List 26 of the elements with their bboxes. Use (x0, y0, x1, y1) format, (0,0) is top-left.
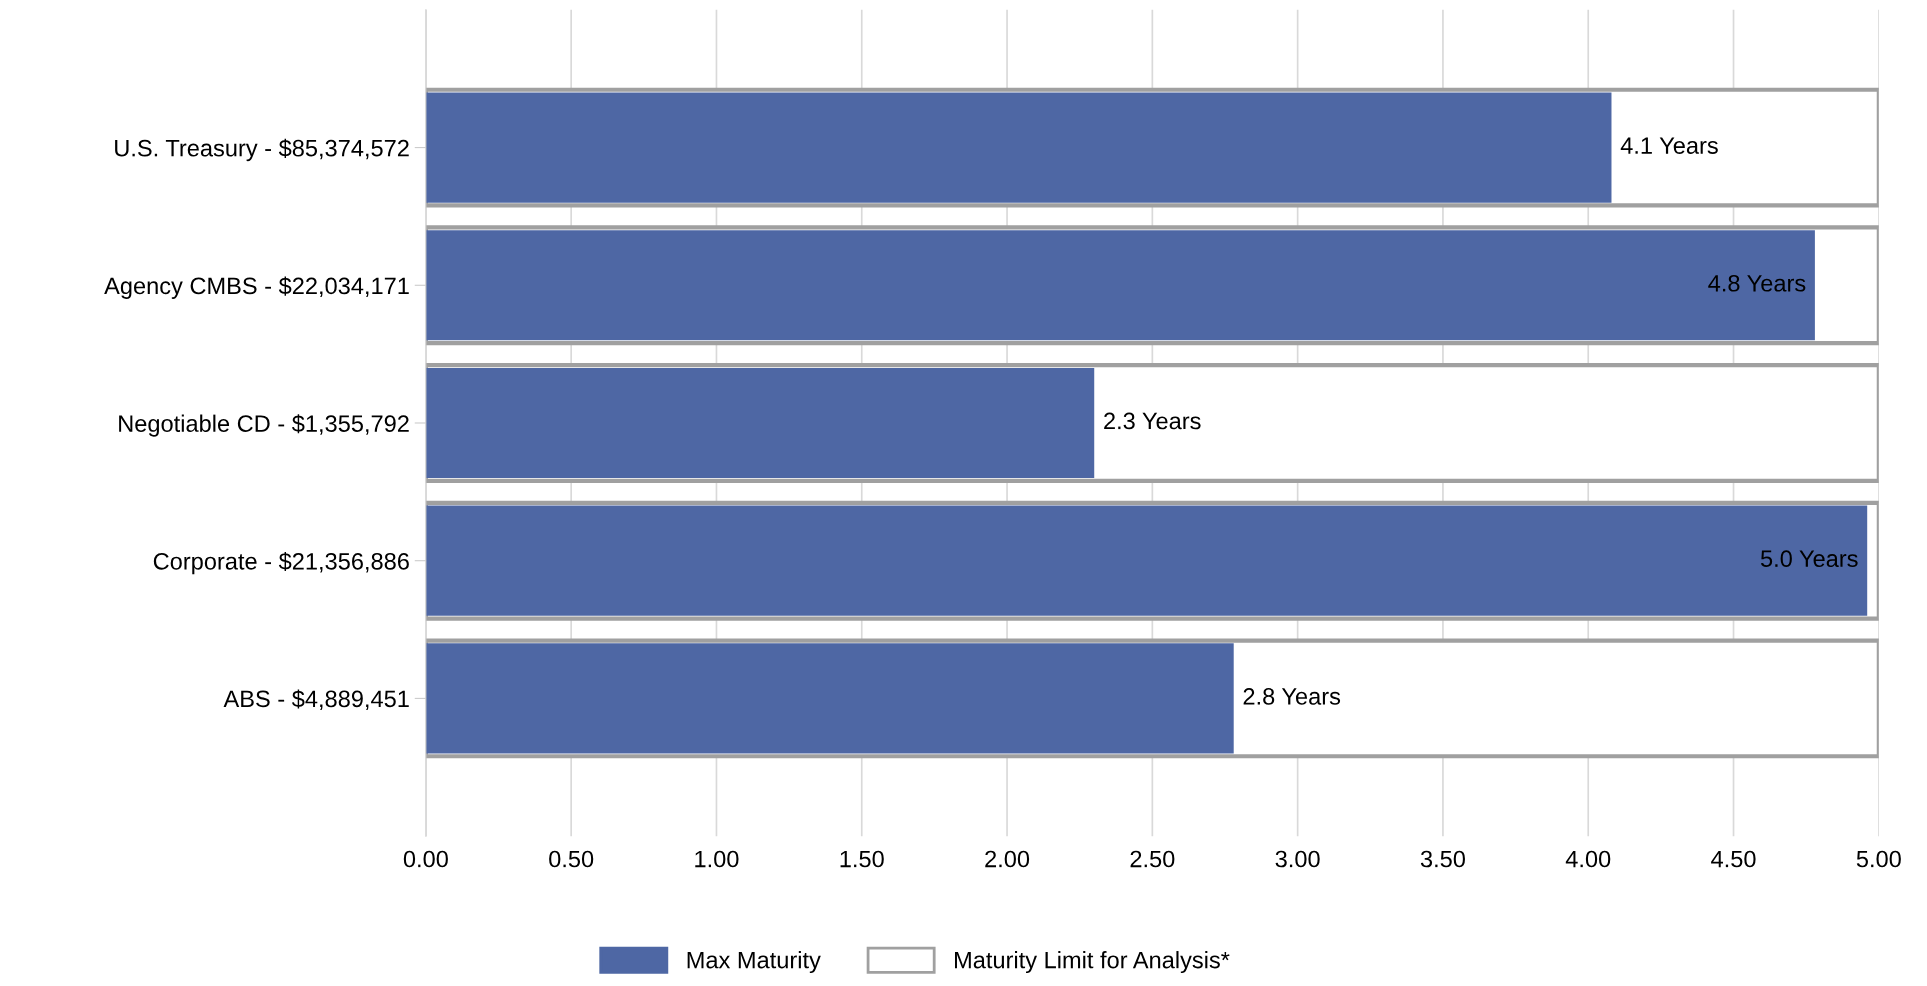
x-tick-label: 3.00 (1275, 850, 1320, 868)
bar (425, 92, 1612, 203)
x-tick-label: 3.50 (1420, 850, 1465, 868)
y-tick-label: Negotiable CD - $1,355,792 (119, 414, 409, 437)
x-tick-label: 5.00 (1856, 850, 1901, 868)
x-tick-label: 1.00 (695, 850, 739, 868)
data-label: 2.8 Years (1243, 688, 1341, 705)
bar (425, 643, 1234, 754)
x-tick-label: 2.00 (985, 850, 1030, 868)
legend-label: Max Maturity (687, 951, 821, 974)
y-tick-label: ABS - $4,889,451 (223, 689, 409, 710)
data-label: 4.8 Years (1708, 274, 1806, 292)
x-tick-label: 0.00 (403, 850, 448, 868)
y-tick-label: U.S. Treasury - $85,374,572 (115, 138, 409, 162)
x-tick-label: 2.50 (1130, 850, 1175, 868)
bar (425, 367, 1095, 479)
x-tick-label: 1.50 (840, 850, 884, 868)
y-tick-label: Corporate - $21,356,886 (153, 551, 409, 575)
legend-label: Maturity Limit for Analysis* (955, 951, 1230, 974)
data-label: 5.0 Years (1760, 550, 1858, 568)
data-label: 2.3 Years (1104, 412, 1201, 430)
x-tick-label: 4.00 (1565, 850, 1611, 868)
data-label: 4.1 Years (1620, 137, 1718, 154)
x-tick-label: 4.50 (1711, 850, 1756, 868)
y-tick-label: Agency CMBS - $22,034,171 (104, 276, 409, 299)
x-tick-label: 0.50 (549, 850, 594, 868)
